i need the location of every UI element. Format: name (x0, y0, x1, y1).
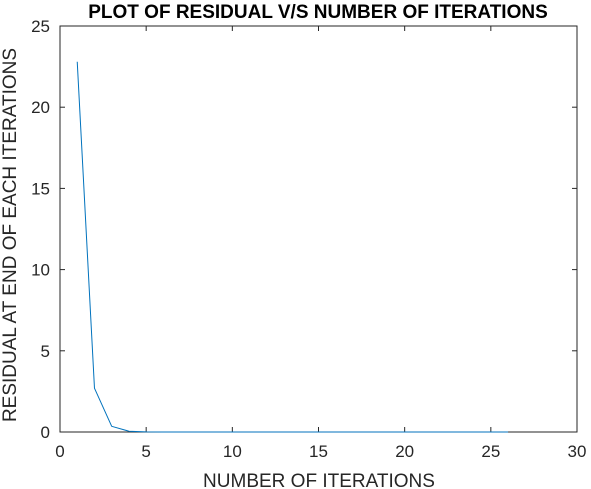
x-tick-labels: 0 5 10 15 20 25 30 (55, 442, 586, 461)
y-tick-label: 25 (31, 17, 50, 36)
y-tick-label: 5 (41, 342, 50, 361)
y-tick-label: 20 (31, 98, 50, 117)
series-layer (76, 61, 509, 433)
x-tick-label: 0 (55, 442, 64, 461)
x-tick-label: 15 (309, 442, 328, 461)
plot-area-frame (59, 25, 578, 433)
x-tick-label: 30 (568, 442, 587, 461)
y-tick-label: 0 (41, 423, 50, 442)
axis-ticks (59, 25, 578, 433)
x-tick-label: 5 (141, 442, 150, 461)
x-axis-label: NUMBER OF ITERATIONS (203, 471, 435, 489)
y-tick-label: 10 (31, 261, 50, 280)
x-tick-label: 20 (395, 442, 414, 461)
y-tick-labels: 0 5 10 15 20 25 (31, 17, 50, 442)
y-axis-label: RESIDUAL AT END OF EACH ITERATIONS (0, 48, 21, 422)
x-tick-label: 10 (223, 442, 242, 461)
chart-title: PLOT OF RESIDUAL V/S NUMBER OF ITERATION… (88, 2, 548, 23)
x-tick-label: 25 (481, 442, 500, 461)
series-line-0 (76, 61, 509, 433)
y-tick-label: 15 (31, 179, 50, 198)
